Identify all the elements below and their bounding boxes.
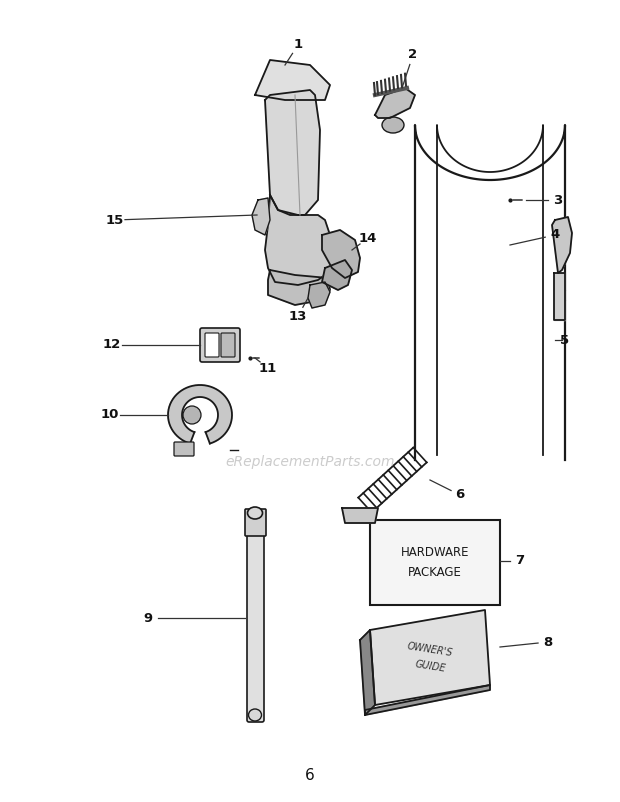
Text: 5: 5 xyxy=(560,334,570,346)
Text: 4: 4 xyxy=(551,229,560,241)
Polygon shape xyxy=(365,685,490,715)
Text: 10: 10 xyxy=(101,408,119,422)
Text: 2: 2 xyxy=(409,48,417,62)
Text: 7: 7 xyxy=(515,554,525,568)
FancyBboxPatch shape xyxy=(221,333,235,357)
Text: eReplacementParts.com: eReplacementParts.com xyxy=(225,455,395,469)
Text: OWNER'S: OWNER'S xyxy=(406,642,454,658)
Text: 8: 8 xyxy=(543,635,552,649)
Polygon shape xyxy=(252,198,270,235)
Polygon shape xyxy=(342,508,378,523)
Text: 15: 15 xyxy=(106,213,124,226)
Polygon shape xyxy=(168,385,232,444)
Ellipse shape xyxy=(247,507,262,519)
Text: HARDWARE: HARDWARE xyxy=(401,546,469,559)
Polygon shape xyxy=(322,260,352,290)
Polygon shape xyxy=(322,230,360,278)
Text: 12: 12 xyxy=(103,338,121,351)
Polygon shape xyxy=(554,273,565,320)
Text: 1: 1 xyxy=(293,38,303,51)
Polygon shape xyxy=(370,610,490,705)
Text: 6: 6 xyxy=(305,768,315,783)
Polygon shape xyxy=(360,630,375,715)
FancyBboxPatch shape xyxy=(174,442,194,456)
Ellipse shape xyxy=(382,117,404,133)
Text: 6: 6 xyxy=(455,488,464,501)
Circle shape xyxy=(183,406,201,424)
Bar xyxy=(370,520,500,605)
Ellipse shape xyxy=(249,709,262,721)
FancyBboxPatch shape xyxy=(205,333,219,357)
Polygon shape xyxy=(375,88,415,118)
Text: PACKAGE: PACKAGE xyxy=(408,566,462,579)
Polygon shape xyxy=(552,217,572,273)
Text: 3: 3 xyxy=(554,193,562,206)
Text: 13: 13 xyxy=(289,310,307,322)
Polygon shape xyxy=(255,60,330,100)
FancyBboxPatch shape xyxy=(245,509,266,536)
FancyBboxPatch shape xyxy=(247,528,264,722)
Polygon shape xyxy=(265,90,320,215)
Text: GUIDE: GUIDE xyxy=(414,658,446,674)
Polygon shape xyxy=(308,282,330,308)
Text: 9: 9 xyxy=(143,611,153,625)
Text: 11: 11 xyxy=(259,362,277,375)
Polygon shape xyxy=(265,195,335,285)
Text: 14: 14 xyxy=(359,232,377,245)
FancyBboxPatch shape xyxy=(200,328,240,362)
Polygon shape xyxy=(268,270,330,305)
